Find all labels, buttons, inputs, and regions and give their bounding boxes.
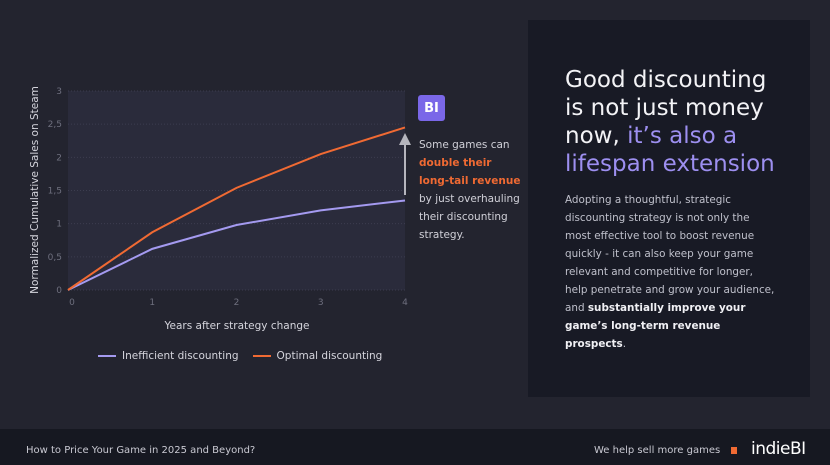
y-tick-label: 2 <box>56 153 62 163</box>
annotation-highlight: double their long-tail revenue <box>419 157 521 187</box>
series-line-inefficient <box>67 199 406 291</box>
headline-line: Good discounting <box>565 67 767 93</box>
headline-highlight: lifespan extension <box>565 151 775 177</box>
legend-item-optimal: Optimal discounting <box>252 350 383 362</box>
x-tick-label: 0 <box>69 298 75 308</box>
series-line-optimal <box>67 126 406 291</box>
y-tick-label: 3 <box>56 87 62 97</box>
y-tick-label: 0 <box>56 286 62 296</box>
card-body: Adopting a thoughtful, strategic discoun… <box>565 191 777 353</box>
footer-tagline: We help sell more games <box>594 445 721 456</box>
x-axis-title: Years after strategy change <box>164 320 310 332</box>
body-text: . <box>622 338 626 350</box>
headline-line: now, <box>565 123 628 149</box>
legend-label: Inefficient discounting <box>122 350 239 362</box>
body-text: Adopting a thoughtful, strategic discoun… <box>565 194 775 314</box>
x-tick-label: 4 <box>402 298 408 308</box>
chart-annotation: Some games can double their long-tail re… <box>419 136 523 244</box>
x-tick-label: 2 <box>234 298 240 308</box>
legend-label: Optimal discounting <box>276 350 383 362</box>
footer <box>0 429 830 465</box>
body-bold: substantially improve your game’s long-t… <box>565 302 746 350</box>
y-tick-label: 1 <box>56 220 62 230</box>
headline-highlight: it’s also a <box>627 123 738 149</box>
footer-title: How to Price Your Game in 2025 and Beyon… <box>26 445 256 456</box>
legend-swatch <box>252 354 271 358</box>
legend-swatch <box>98 354 116 358</box>
y-axis-title: Normalized Cumulative Sales on Steam <box>29 86 41 294</box>
legend-item-inefficient: Inefficient discounting <box>98 350 239 362</box>
arrow-annotation <box>399 133 411 195</box>
info-card <box>528 20 810 397</box>
annotation-text: Some games can <box>419 139 510 151</box>
indiebi-logo: indieBI <box>751 439 806 459</box>
y-tick-label: 1,5 <box>48 187 62 197</box>
headline-line: is not just money <box>565 95 764 121</box>
annotation-text: by just overhauling their discounting st… <box>419 193 520 241</box>
legend: Inefficient discounting Optimal discount… <box>98 350 382 362</box>
bullet-square-icon <box>731 447 737 454</box>
card-headline: Good discounting is not just money now, … <box>565 66 775 178</box>
indiebi-badge-icon: BI <box>418 95 445 121</box>
y-tick-label: 0,5 <box>48 253 62 263</box>
y-tick-label: 2,5 <box>48 120 62 130</box>
x-tick-label: 1 <box>149 298 155 308</box>
x-tick-label: 3 <box>318 298 324 308</box>
